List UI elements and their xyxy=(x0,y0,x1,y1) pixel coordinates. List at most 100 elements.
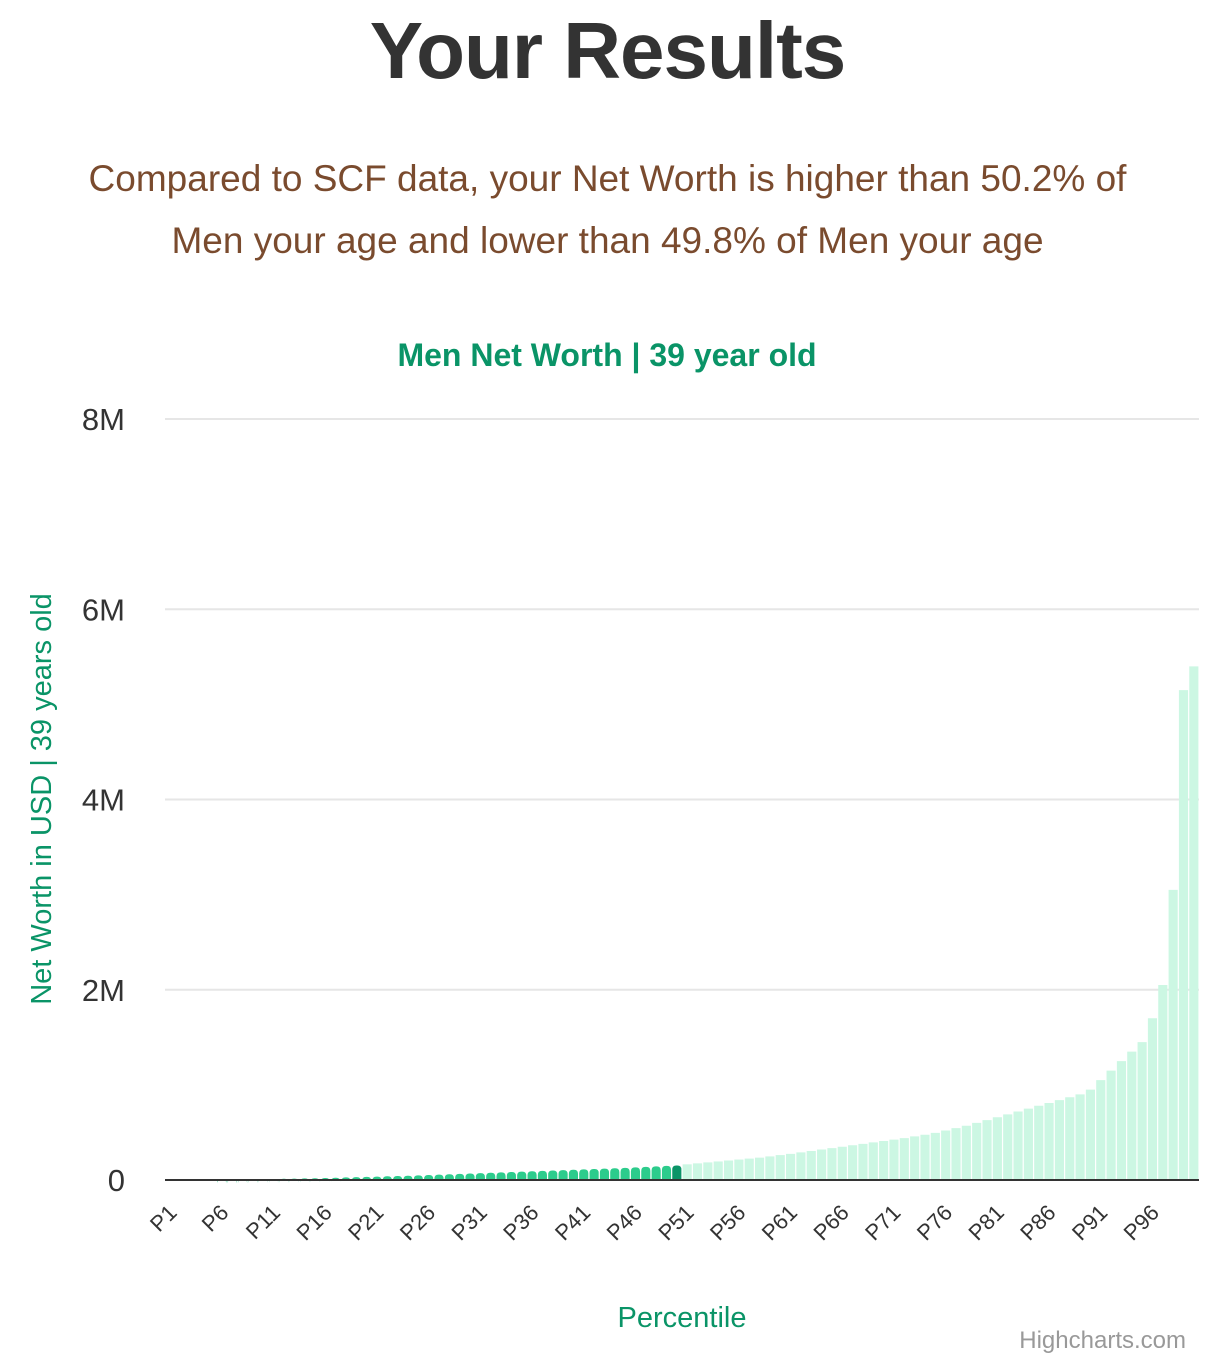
bar[interactable] xyxy=(920,1134,930,1180)
bar[interactable] xyxy=(992,1117,1002,1180)
x-tick-label: P86 xyxy=(1015,1200,1060,1245)
bar[interactable] xyxy=(848,1145,858,1180)
bar[interactable] xyxy=(858,1143,868,1180)
bar[interactable] xyxy=(1147,1018,1158,1180)
bar[interactable] xyxy=(941,1130,951,1180)
bar[interactable] xyxy=(1075,1094,1085,1180)
summary-line-2: Men your age and lower than 49.8% of Men… xyxy=(171,220,1044,261)
x-tick-label: P36 xyxy=(498,1200,543,1245)
bar[interactable] xyxy=(1178,690,1189,1180)
bar[interactable] xyxy=(434,1174,444,1180)
bar[interactable] xyxy=(982,1120,992,1180)
bar[interactable] xyxy=(517,1171,527,1180)
bar[interactable] xyxy=(1023,1108,1033,1180)
bar[interactable] xyxy=(455,1173,465,1180)
bar[interactable] xyxy=(806,1150,816,1180)
y-axis-ticks: 0 2M 4M 6M 8M xyxy=(82,402,125,1198)
x-tick-label: P31 xyxy=(447,1200,492,1245)
bar[interactable] xyxy=(837,1146,847,1180)
bar[interactable] xyxy=(413,1175,423,1180)
x-tick-label: P1 xyxy=(145,1200,182,1237)
bar[interactable] xyxy=(651,1166,661,1180)
x-tick-label: P41 xyxy=(550,1200,595,1245)
bar[interactable] xyxy=(951,1128,961,1180)
bar[interactable] xyxy=(889,1139,899,1180)
credits-link[interactable]: Highcharts.com xyxy=(1019,1327,1186,1354)
bar[interactable] xyxy=(506,1172,516,1180)
bar[interactable] xyxy=(1013,1111,1023,1180)
bar[interactable] xyxy=(972,1122,982,1180)
bar[interactable] xyxy=(661,1165,672,1180)
bar[interactable] xyxy=(1085,1089,1095,1180)
bar[interactable] xyxy=(723,1160,734,1180)
bar[interactable] xyxy=(444,1174,454,1180)
bar[interactable] xyxy=(734,1159,744,1180)
bar[interactable] xyxy=(692,1163,703,1180)
bar[interactable] xyxy=(1116,1061,1127,1180)
x-tick-label: P66 xyxy=(808,1200,853,1245)
bar[interactable] xyxy=(1065,1097,1075,1180)
bar[interactable] xyxy=(486,1172,496,1180)
x-axis-ticks: P1 P6 P11 P16 P21 P26 P31 P36 P41 P46 P51 P56 P61 P66… xyxy=(145,1200,1164,1245)
y-tick-label: 8M xyxy=(82,402,125,437)
bar[interactable] xyxy=(910,1136,920,1180)
bar[interactable] xyxy=(817,1149,827,1180)
bar[interactable] xyxy=(465,1173,475,1180)
x-tick-label: P26 xyxy=(395,1200,440,1245)
chart-title: Men Net Worth | 39 year old xyxy=(397,337,816,373)
bar-highlight[interactable] xyxy=(672,1165,682,1180)
x-tick-label: P11 xyxy=(241,1200,285,1244)
bar[interactable] xyxy=(1127,1051,1137,1180)
bar[interactable] xyxy=(579,1169,589,1180)
bar[interactable] xyxy=(1168,889,1178,1180)
x-axis-title: Percentile xyxy=(618,1302,747,1334)
bar[interactable] xyxy=(868,1142,878,1180)
bar-series xyxy=(217,666,1199,1184)
bar[interactable] xyxy=(796,1152,806,1180)
bar[interactable] xyxy=(1044,1102,1054,1180)
bar[interactable] xyxy=(630,1167,641,1180)
bar[interactable] xyxy=(537,1170,547,1180)
bar[interactable] xyxy=(589,1168,599,1180)
x-tick-label: P71 xyxy=(860,1200,905,1245)
y-tick-label: 4M xyxy=(82,783,125,818)
bar[interactable] xyxy=(775,1155,785,1180)
bar[interactable] xyxy=(610,1168,620,1180)
bar[interactable] xyxy=(930,1132,940,1180)
bar[interactable] xyxy=(703,1162,713,1180)
bar[interactable] xyxy=(1034,1105,1044,1180)
x-tick-label: P46 xyxy=(602,1200,647,1245)
bar[interactable] xyxy=(899,1138,909,1180)
bar[interactable] xyxy=(786,1153,796,1180)
bar[interactable] xyxy=(403,1175,413,1180)
bar[interactable] xyxy=(620,1167,630,1180)
bar[interactable] xyxy=(961,1125,971,1180)
bar[interactable] xyxy=(765,1156,775,1180)
bar[interactable] xyxy=(599,1168,610,1180)
bar[interactable] xyxy=(424,1175,434,1180)
y-tick-label: 6M xyxy=(82,592,125,627)
bar[interactable] xyxy=(1189,666,1199,1180)
bar[interactable] xyxy=(558,1170,568,1180)
bar[interactable] xyxy=(475,1173,485,1180)
bar[interactable] xyxy=(713,1161,723,1180)
bar[interactable] xyxy=(641,1166,651,1180)
bar[interactable] xyxy=(682,1164,692,1180)
bar[interactable] xyxy=(527,1171,537,1180)
bar[interactable] xyxy=(1003,1114,1013,1180)
bar[interactable] xyxy=(568,1169,578,1180)
bar[interactable] xyxy=(1106,1070,1116,1180)
bar[interactable] xyxy=(548,1170,558,1180)
bar[interactable] xyxy=(827,1148,837,1180)
result-summary: Compared to SCF data, your Net Worth is … xyxy=(0,148,1215,272)
bar[interactable] xyxy=(879,1140,889,1180)
bar[interactable] xyxy=(496,1172,506,1180)
bar[interactable] xyxy=(744,1158,754,1180)
bar[interactable] xyxy=(1096,1080,1106,1180)
bar[interactable] xyxy=(754,1157,765,1180)
page-title: Your Results xyxy=(369,6,847,95)
bar[interactable] xyxy=(1054,1100,1064,1180)
bar[interactable] xyxy=(1137,1042,1147,1180)
grid-lines xyxy=(165,418,1199,991)
bar[interactable] xyxy=(1158,984,1168,1180)
